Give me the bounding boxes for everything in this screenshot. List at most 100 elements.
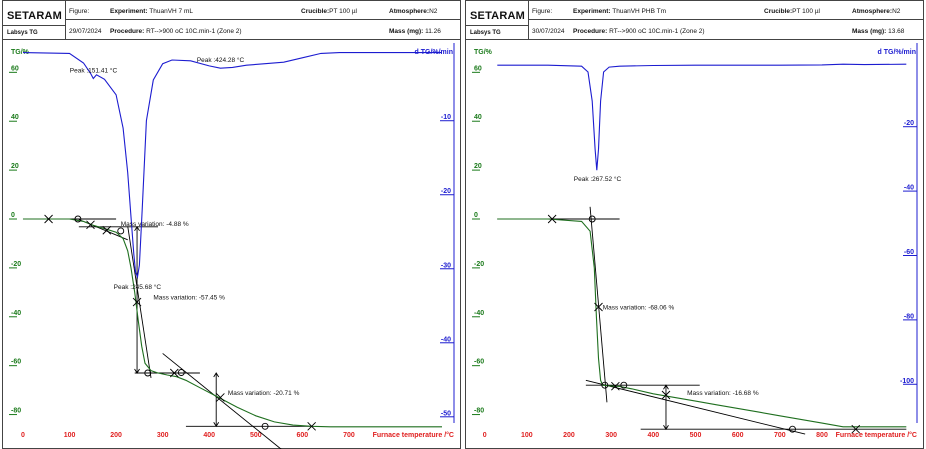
instrument-name: Labsys TG xyxy=(7,30,38,36)
right-tick-label: -20 xyxy=(441,188,451,195)
x-axis-title: Furnace temperature /°C xyxy=(373,431,454,439)
peak-label: Peak :245.68 °C xyxy=(114,283,162,291)
atmosphere-value: N2 xyxy=(429,8,438,15)
x-tick-label: 700 xyxy=(343,432,355,439)
right-tick-label: -30 xyxy=(441,262,451,269)
mass-variation-label: Mass variation: -68.06 % xyxy=(603,304,675,311)
left-tick-label: -80 xyxy=(474,408,484,415)
x-tick-label: 200 xyxy=(563,432,575,439)
left-tick-label: -60 xyxy=(474,359,484,366)
experiment-value: ThuanVH 7 mL xyxy=(149,8,193,15)
tangent-line xyxy=(162,353,282,449)
experiment-label: Experiment: xyxy=(110,8,148,15)
circle-marker xyxy=(144,369,152,377)
mass-label: Mass (mg): xyxy=(389,28,424,35)
mass-value: 11.26 xyxy=(425,28,441,35)
cross-marker xyxy=(169,368,179,378)
arrow-head xyxy=(134,225,140,232)
procedure-value: RT-->900 oC 10C.min-1 (Zone 2) xyxy=(146,28,242,35)
date: 30/07/2024 xyxy=(532,28,565,35)
cross-marker xyxy=(216,393,225,402)
left-tick-label: 60 xyxy=(474,65,482,72)
procedure-label: Procedure: xyxy=(573,28,608,35)
right-tick-label: -40 xyxy=(904,185,914,192)
x-axis-title: Furnace temperature /°C xyxy=(836,431,917,439)
right-axis-title: d TG/%/min xyxy=(878,49,917,56)
circle-marker xyxy=(620,381,628,389)
cross-marker xyxy=(102,225,112,235)
date: 29/07/2024 xyxy=(69,28,102,35)
tg-curve xyxy=(23,218,442,428)
left-axis-title: TG/% xyxy=(11,49,30,56)
circle-marker xyxy=(588,215,596,223)
x-tick-label: 0 xyxy=(21,432,25,439)
circle-marker xyxy=(789,425,796,433)
right-tick-label: -20 xyxy=(904,120,914,127)
circle-marker xyxy=(117,227,125,235)
x-tick-label: 500 xyxy=(690,432,702,439)
cross-marker xyxy=(851,424,861,434)
mass-label: Mass (mg): xyxy=(852,28,887,35)
left-tick-label: 60 xyxy=(11,65,19,72)
x-tick-label: 100 xyxy=(521,432,533,439)
x-tick-label: 0 xyxy=(483,432,487,439)
right-tick-label: -80 xyxy=(904,313,914,320)
brand-logo: SETARAM xyxy=(7,10,62,22)
cross-marker xyxy=(661,390,671,400)
x-tick-label: 700 xyxy=(774,432,786,439)
peak-label: Peak :267.52 °C xyxy=(574,175,622,183)
circle-marker xyxy=(261,422,269,430)
procedure-value: RT-->900 oC 10C.min-1 (Zone 2) xyxy=(609,28,705,35)
tg-panel-left: SETARAM Labsys TG Figure: 29/07/2024 Exp… xyxy=(2,0,461,449)
crucible-label: Crucible: xyxy=(301,8,330,15)
atmosphere-label: Atmosphere: xyxy=(389,8,430,15)
tangent-line xyxy=(589,206,608,403)
mass-value: 13.68 xyxy=(888,28,905,35)
experiment-label: Experiment: xyxy=(573,8,611,15)
tangent-line xyxy=(585,379,806,435)
circle-marker xyxy=(177,369,185,376)
left-tick-label: 0 xyxy=(11,212,15,219)
left-tick-label: 0 xyxy=(474,212,478,219)
x-tick-label: 400 xyxy=(647,432,659,439)
x-tick-label: 300 xyxy=(605,432,617,439)
cross-marker xyxy=(44,214,53,224)
circle-marker xyxy=(74,215,82,223)
atmosphere-value: N2 xyxy=(892,8,901,15)
left-tick-label: -60 xyxy=(11,359,21,366)
left-tick-label: -40 xyxy=(474,310,484,317)
tangent-line xyxy=(127,226,152,378)
x-tick-label: 400 xyxy=(203,432,215,439)
right-tick-label: -60 xyxy=(904,249,914,256)
left-tick-label: -20 xyxy=(11,261,21,268)
brand-logo: SETARAM xyxy=(470,10,525,22)
right-tick-label: -100 xyxy=(900,378,914,385)
mass-variation-label: Mass variation: -4.88 % xyxy=(121,221,189,228)
tg-panel-right: SETARAM Labsys TG Figure: 30/07/2024 Exp… xyxy=(465,0,924,449)
arrow-head xyxy=(663,384,669,390)
x-tick-label: 800 xyxy=(816,432,828,439)
left-tick-label: 40 xyxy=(11,114,19,121)
mass-variation-label: Mass variation: -57.45 % xyxy=(153,295,225,302)
experiment-value: ThuanVH PHB Tm xyxy=(612,8,666,15)
tg-chart-left: -10-20-30-40-50d TG/%/min6040200-20-40-6… xyxy=(9,43,455,449)
x-tick-label: 600 xyxy=(732,432,744,439)
arrow-head xyxy=(213,422,220,428)
x-tick-label: 100 xyxy=(64,432,76,439)
cross-marker xyxy=(547,214,557,224)
mass-variation-label: Mass variation: -16.68 % xyxy=(687,390,759,397)
x-tick-label: 200 xyxy=(110,432,122,439)
right-tick-label: -50 xyxy=(441,410,451,417)
right-tick-label: -10 xyxy=(441,114,451,121)
figure-label: Figure: xyxy=(532,8,553,15)
left-tick-label: 40 xyxy=(474,114,482,121)
cross-marker xyxy=(594,302,603,312)
arrow-head xyxy=(213,372,220,378)
figure-label: Figure: xyxy=(69,8,90,15)
cross-marker xyxy=(611,381,620,391)
dtg-curve xyxy=(497,63,907,171)
atmosphere-label: Atmosphere: xyxy=(852,8,893,15)
crucible-value: PT 100 µl xyxy=(792,8,821,15)
header-right: SETARAM Labsys TG Figure: 30/07/2024 Exp… xyxy=(466,1,923,40)
